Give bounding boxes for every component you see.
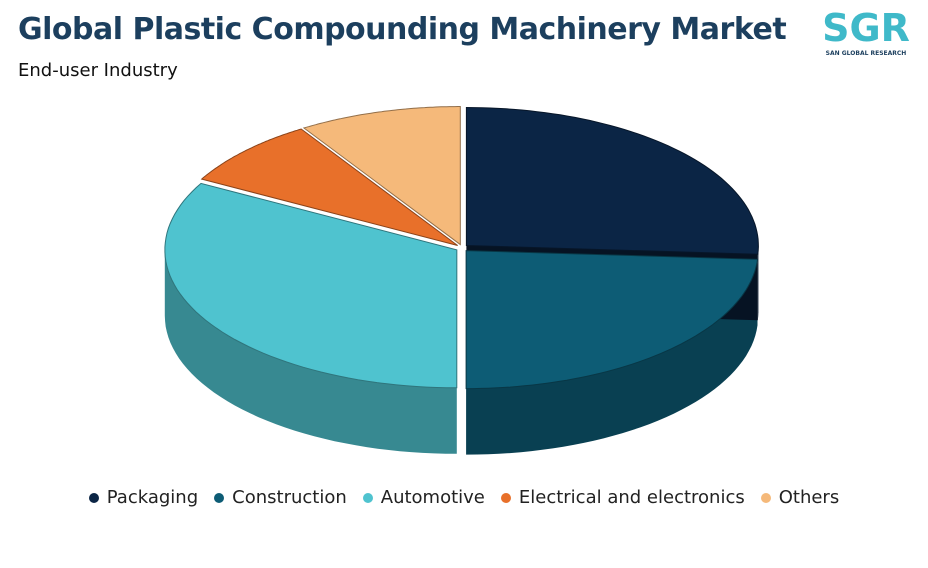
legend-item: Construction	[214, 487, 347, 508]
legend: Packaging Construction Automotive Electrica…	[0, 487, 928, 508]
legend-label: Electrical and electronics	[518, 487, 745, 508]
slice-side	[757, 245, 759, 321]
legend-swatch	[214, 492, 225, 503]
legend-item: Automotive	[362, 487, 485, 508]
legend-swatch	[362, 492, 373, 503]
chart-subtitle: End-user Industry	[18, 60, 178, 81]
slice	[164, 182, 458, 389]
legend-item: Electrical and electronics	[500, 487, 745, 508]
slice-side	[466, 259, 758, 455]
legend-label: Automotive	[380, 487, 485, 508]
slice	[465, 250, 759, 390]
logo-name: SAN GLOBAL RESEARCH	[825, 50, 907, 57]
legend-label: Others	[778, 487, 840, 508]
legend-item: Packaging	[88, 487, 199, 508]
legend-label: Packaging	[106, 487, 199, 508]
logo-mark: SGR	[822, 6, 910, 50]
slice	[200, 128, 458, 247]
slice-side	[164, 249, 457, 454]
legend-swatch	[88, 492, 99, 503]
chart-title: Global Plastic Compounding Machinery Mar…	[18, 12, 787, 47]
slice	[465, 106, 759, 255]
legend-item: Others	[760, 487, 840, 508]
slice	[302, 106, 461, 246]
logo: SGR SAN GLOBAL RESEARCH	[816, 6, 916, 57]
legend-swatch	[760, 492, 771, 503]
legend-swatch	[500, 492, 511, 503]
chart	[164, 106, 759, 455]
legend-label: Construction	[232, 487, 347, 508]
